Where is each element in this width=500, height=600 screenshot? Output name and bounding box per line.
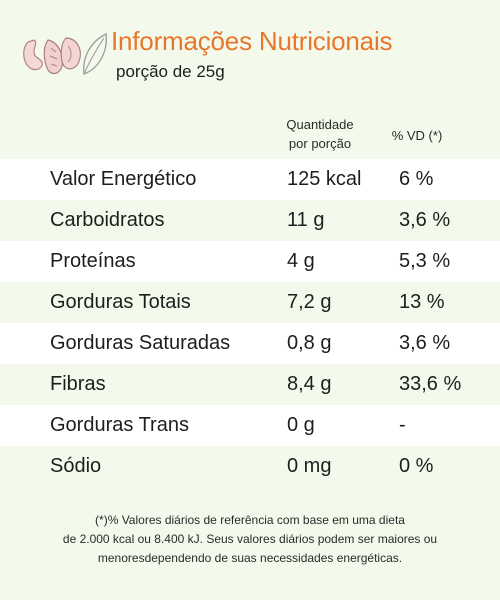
- table-row-trans-fat: Gorduras Trans 0 g -: [0, 405, 500, 446]
- nutrition-table: Valor Energético 125 kcal 6 % Carboidrat…: [0, 159, 500, 487]
- quantity-column-header: Quantidade por porção: [270, 115, 370, 153]
- table-row-sodium: Sódio 0 mg 0 %: [0, 446, 500, 487]
- table-row-total-fat: Gorduras Totais 7,2 g 13 %: [0, 282, 500, 323]
- nutrient-daily-value: 6 %: [399, 168, 434, 190]
- table-row-saturated-fat: Gorduras Saturadas 0,8 g 3,6 %: [0, 323, 500, 364]
- nutrient-quantity: 0,8 g: [287, 332, 332, 354]
- nutrient-name: Gorduras Saturadas: [50, 332, 231, 354]
- nutrient-quantity: 11 g: [287, 209, 325, 231]
- nutrient-name: Valor Energético: [50, 168, 197, 190]
- nutrient-name: Sódio: [50, 455, 102, 477]
- nutrient-name: Gorduras Trans: [50, 414, 189, 436]
- nutrient-quantity: 0 g: [287, 414, 315, 436]
- nutrient-daily-value: 3,6 %: [399, 332, 451, 354]
- table-row-protein: Proteínas 4 g 5,3 %: [0, 241, 500, 282]
- nuts-and-leaf-icon: [23, 33, 107, 75]
- footnote-line: de 2.000 kcal ou 8.400 kJ. Seus valores …: [62, 532, 438, 546]
- nutrient-daily-value: -: [399, 414, 406, 436]
- table-row-energy: Valor Energético 125 kcal 6 %: [0, 159, 500, 200]
- footnote: (*)% Valores diários de referência com b…: [20, 511, 480, 568]
- table-row-fiber: Fibras 8,4 g 33,6 %: [0, 364, 500, 405]
- nutrient-quantity: 4 g: [287, 250, 315, 272]
- nutrient-name: Proteínas: [50, 250, 136, 272]
- table-row-carbs: Carboidratos 11 g 3,6 %: [0, 200, 500, 241]
- nutrient-daily-value: 5,3 %: [399, 250, 451, 272]
- nutrient-quantity: 7,2 g: [287, 291, 332, 313]
- footnote-line: (*)% Valores diários de referência com b…: [95, 513, 405, 527]
- nutrient-daily-value: 3,6 %: [399, 209, 451, 231]
- nutrient-name: Fibras: [50, 373, 106, 395]
- nutrient-daily-value: 0 %: [399, 455, 434, 477]
- nutrient-daily-value: 13 %: [399, 291, 445, 313]
- nutrient-quantity: 125 kcal: [287, 168, 362, 190]
- nutrient-quantity: 0 mg: [287, 455, 332, 477]
- nutrient-quantity: 8,4 g: [287, 373, 332, 395]
- nutrient-daily-value: 33,6 %: [399, 373, 462, 395]
- quantity-header-line2: por porção: [288, 136, 352, 151]
- quantity-header-line1: Quantidade: [286, 117, 354, 132]
- nutrient-name: Gorduras Totais: [50, 291, 191, 313]
- footnote-line: menoresdependendo de suas necessidades e…: [97, 551, 403, 565]
- serving-size: porção de 25g: [116, 62, 225, 81]
- daily-value-column-header: % VD (*): [391, 128, 443, 143]
- header: Informações Nutricionais porção de 25g: [0, 0, 500, 100]
- nutrient-name: Carboidratos: [50, 209, 165, 231]
- page-title: Informações Nutricionais: [111, 26, 393, 56]
